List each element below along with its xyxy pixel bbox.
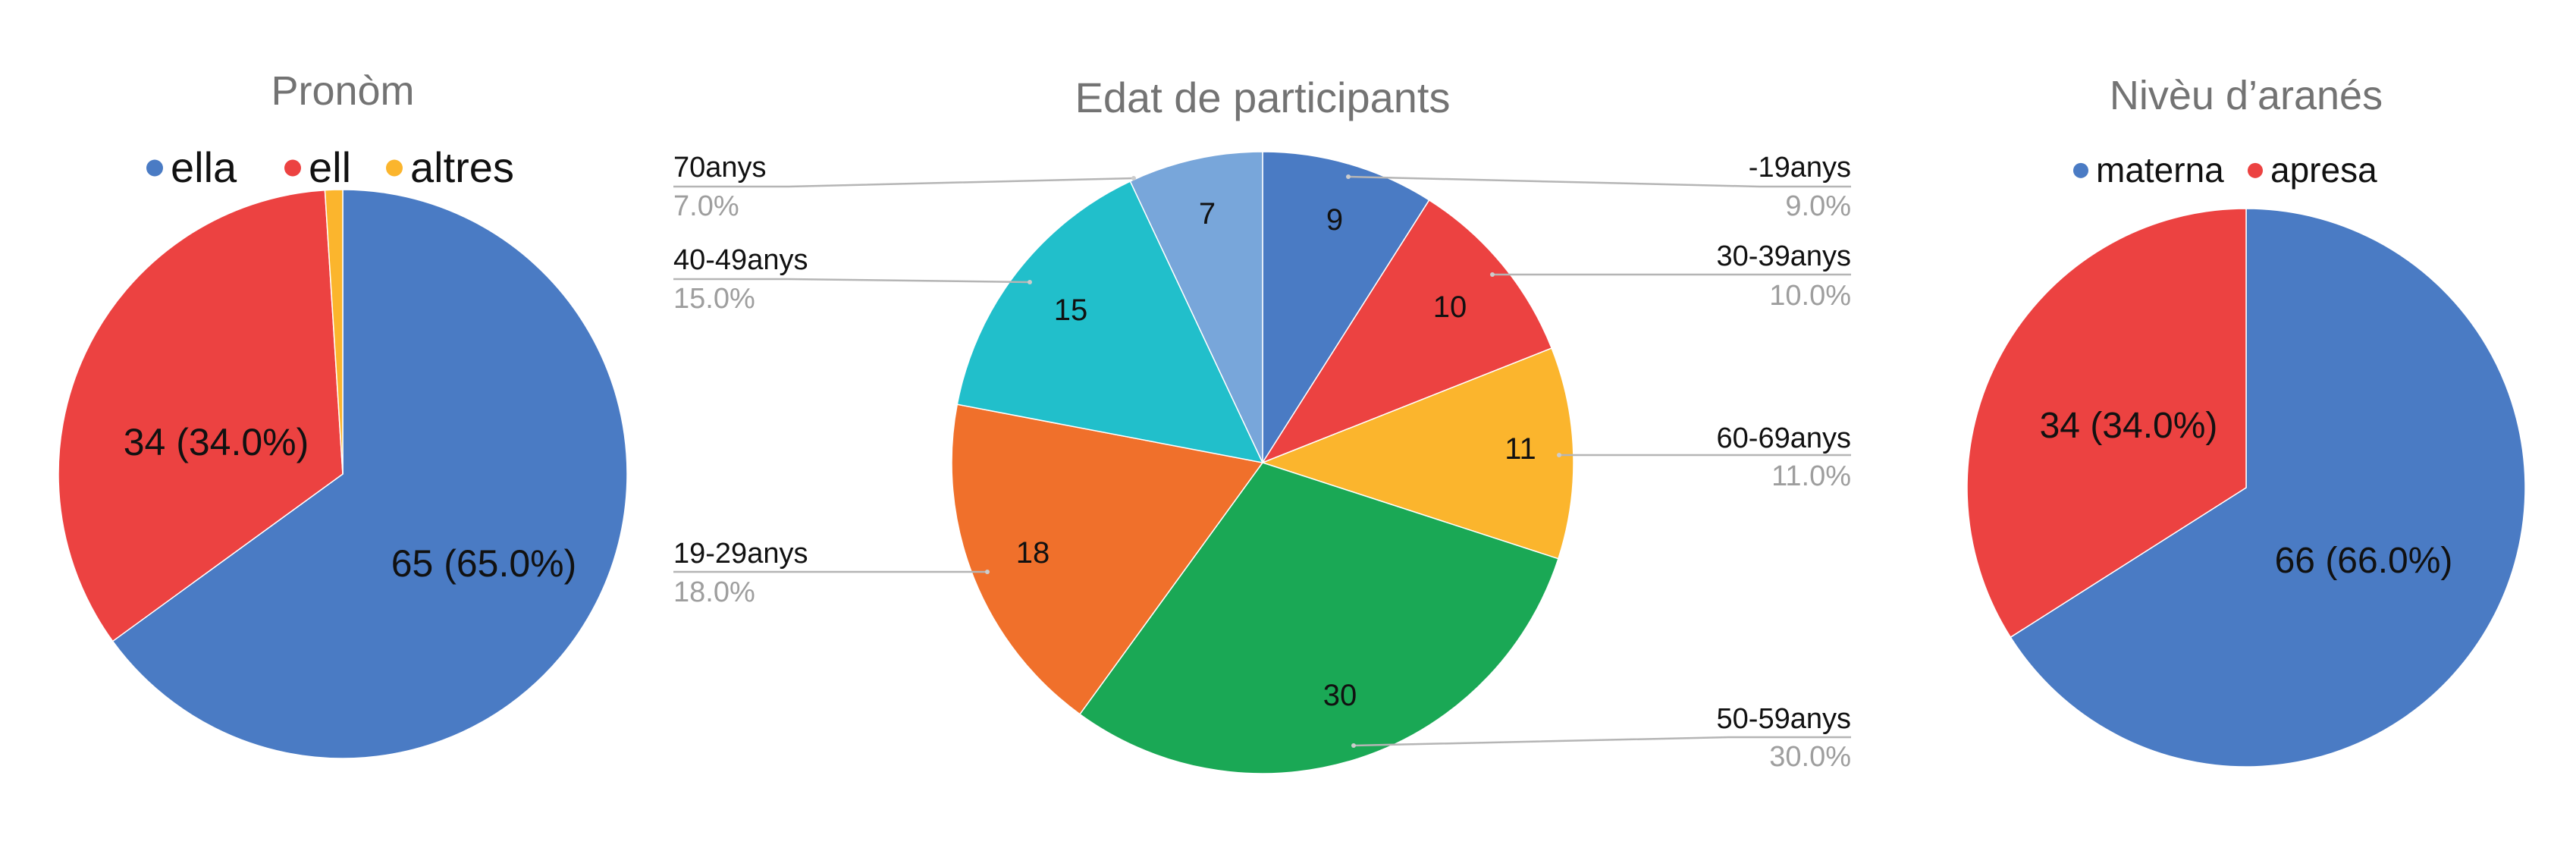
leader-line bbox=[673, 177, 1134, 188]
leader-dot bbox=[1557, 453, 1561, 457]
pie-slice bbox=[956, 181, 1264, 464]
leader-dot bbox=[1028, 280, 1032, 284]
chart-title: Edat de participants bbox=[1075, 74, 1451, 121]
slice-percent-label: 15.0% bbox=[673, 283, 755, 315]
pie-slice bbox=[111, 189, 628, 759]
pie-slice bbox=[1262, 151, 1430, 465]
slice-category-label: 70anys bbox=[673, 152, 767, 184]
leader-line bbox=[1348, 175, 1851, 188]
legend-marker bbox=[386, 159, 403, 177]
pie-chart-2: Nivèu d’aranés materna apresa 66 (66.0%) 34 … bbox=[1966, 73, 2526, 768]
slice-category-label: 40-49anys bbox=[673, 244, 808, 276]
data-label: 18 bbox=[1016, 536, 1050, 570]
data-label: 7 bbox=[1199, 197, 1216, 231]
pie-slice bbox=[2010, 208, 2526, 768]
slice-category-label: 30-39anys bbox=[1717, 240, 1851, 272]
legend-marker bbox=[284, 159, 301, 177]
leader-dot bbox=[1346, 174, 1351, 179]
legend-entry: altres bbox=[410, 143, 514, 191]
data-label: 66 (66.0%) bbox=[2275, 541, 2453, 581]
legend-marker bbox=[146, 159, 163, 177]
slice-category-label: 60-69anys bbox=[1717, 422, 1851, 454]
data-label: 65 (65.0%) bbox=[391, 542, 577, 585]
data-label: 34 (34.0%) bbox=[124, 421, 309, 463]
chart-title: Nivèu d’aranés bbox=[2110, 73, 2383, 118]
slice-percent-label: 10.0% bbox=[1769, 280, 1851, 312]
legend-entry: ell bbox=[309, 143, 351, 191]
data-label: 34 (34.0%) bbox=[2040, 406, 2218, 446]
slice-percent-label: 30.0% bbox=[1769, 741, 1851, 773]
pie-chart-0: Pronòm ella ell altres 65 (65.0%) 34 (34.0%) bbox=[58, 68, 628, 759]
slice-percent-label: 11.0% bbox=[1771, 460, 1851, 492]
pie-chart-1: Edat de participants 9 10 11 30 18 15 7 bbox=[951, 74, 1574, 774]
outside-labels: -19anys 9.0% 30-39anys 10.0% 60-69anys 11.0% 5… bbox=[673, 152, 1851, 773]
legend-entry: ella bbox=[171, 143, 237, 191]
slice-category-label: 50-59anys bbox=[1717, 703, 1851, 735]
data-label: 15 bbox=[1054, 294, 1088, 327]
data-label: 11 bbox=[1504, 432, 1536, 466]
leader-dot bbox=[985, 570, 990, 574]
pie-slice bbox=[1129, 151, 1263, 463]
legend-marker bbox=[2073, 162, 2088, 178]
data-label: 10 bbox=[1433, 290, 1467, 324]
legend-entry: materna bbox=[2096, 150, 2224, 190]
data-label: 30 bbox=[1323, 679, 1357, 712]
slice-percent-label: 7.0% bbox=[673, 190, 739, 222]
pie-slice bbox=[951, 403, 1264, 715]
leader-line bbox=[673, 278, 1031, 284]
slice-percent-label: 18.0% bbox=[673, 576, 755, 608]
data-label: 9 bbox=[1326, 203, 1343, 237]
leader-dot bbox=[1490, 272, 1495, 277]
leader-dot bbox=[1131, 176, 1136, 181]
leader-line bbox=[1353, 736, 1851, 747]
pie-slice bbox=[1966, 208, 2247, 639]
pie-slice bbox=[1261, 199, 1553, 464]
legend: ella ell altres bbox=[146, 143, 514, 191]
pie-slice bbox=[324, 189, 344, 475]
slice-category-label: -19anys bbox=[1749, 152, 1851, 184]
pie-slice bbox=[58, 189, 344, 642]
slice-category-label: 19-29anys bbox=[673, 538, 808, 570]
legend-marker bbox=[2248, 162, 2263, 178]
slice-percent-label: 9.0% bbox=[1785, 190, 1851, 222]
chart-title: Pronòm bbox=[271, 68, 414, 114]
pie-slice bbox=[1078, 462, 1559, 774]
legend: materna apresa bbox=[2073, 150, 2377, 190]
leader-dot bbox=[1351, 743, 1356, 748]
legend-entry: apresa bbox=[2270, 150, 2377, 190]
pie-slice bbox=[1260, 347, 1574, 560]
